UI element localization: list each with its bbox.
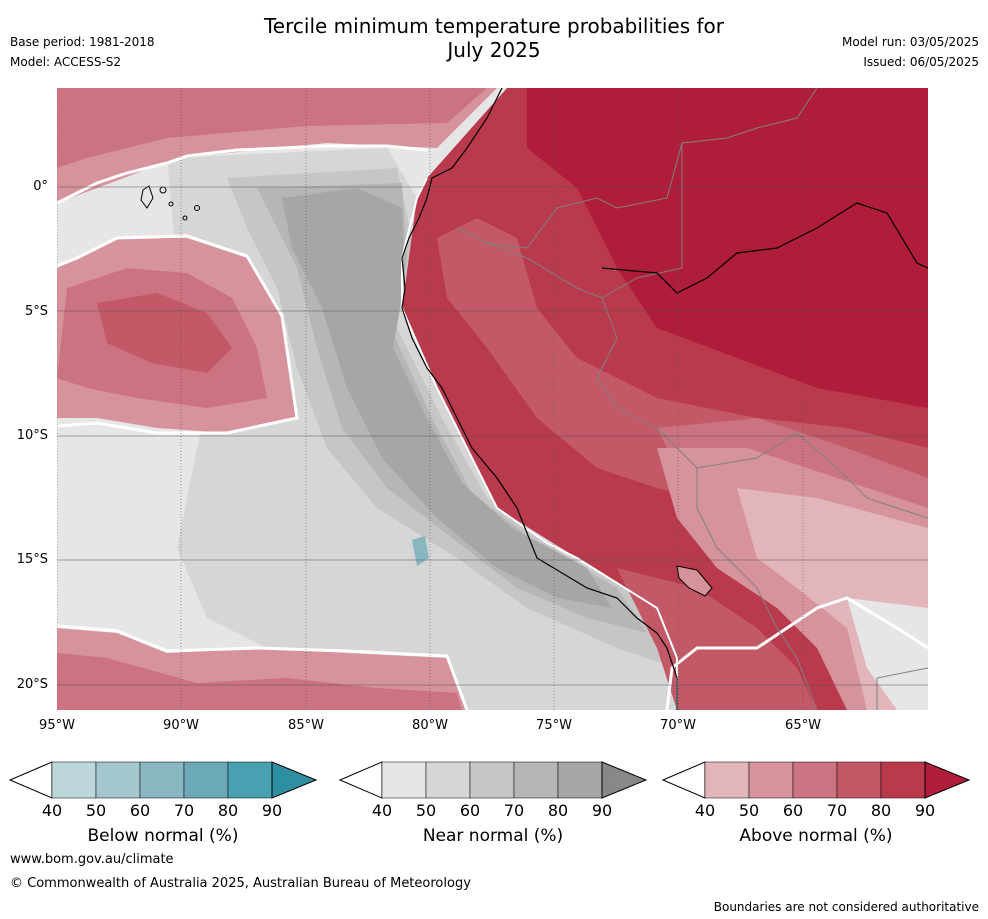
colorbar-below-lower-arrow	[8, 761, 53, 799]
above-normal-ocean-north-inner	[57, 88, 487, 168]
near-normal-land-patch	[847, 598, 928, 710]
above-normal-ocean-south-inner	[57, 653, 462, 710]
colorbar-below-bin	[227, 761, 273, 799]
footer-copyright: © Commonwealth of Australia 2025, Austra…	[10, 876, 471, 891]
tick-above-40: 40	[694, 801, 716, 820]
above-normal-land-90	[527, 88, 928, 408]
lat-label-5s: 5°S	[24, 304, 48, 319]
tick-above-60: 60	[782, 801, 804, 820]
colorbar-below-upper-arrow	[271, 761, 318, 799]
legend-near-label: Near normal (%)	[422, 826, 564, 846]
footer-note: Boundaries are not considered authoritat…	[713, 900, 979, 914]
country-borders	[456, 88, 928, 710]
lat-label-15s: 15°S	[16, 552, 48, 567]
base-period: Base period: 1981-2018	[10, 35, 155, 49]
colorbar-below-bin	[139, 761, 185, 799]
tick-below-40: 40	[41, 801, 63, 820]
meta-left: Base period: 1981-2018 Model: ACCESS-S2	[10, 32, 155, 72]
near-normal-90	[282, 188, 612, 608]
colorbar-below	[8, 761, 318, 799]
tick-near-50: 50	[415, 801, 437, 820]
amazon-river	[601, 202, 928, 294]
lat-label-20s: 20°S	[16, 677, 48, 692]
tick-near-70: 70	[503, 801, 525, 820]
tick-near-60: 60	[459, 801, 481, 820]
colorbar-near	[338, 761, 648, 799]
tick-below-70: 70	[173, 801, 195, 820]
footer-url[interactable]: www.bom.gov.au/climate	[10, 852, 174, 867]
lon-label-80w: 80°W	[412, 718, 448, 733]
colorbar-near-upper-arrow	[601, 761, 648, 799]
tick-below-90: 90	[261, 801, 283, 820]
lon-label-95w: 95°W	[39, 718, 75, 733]
above-normal-coast-south	[617, 568, 817, 710]
tick-below-80: 80	[217, 801, 239, 820]
model-name: Model: ACCESS-S2	[10, 55, 122, 69]
meta-right: Model run: 03/05/2025 Issued: 06/05/2025	[842, 32, 979, 72]
galapagos-islands	[140, 185, 200, 221]
map-title-line1: Tercile minimum temperature probabilitie…	[263, 14, 725, 38]
map-gridlines	[57, 88, 928, 710]
contour-line-north	[57, 144, 428, 205]
coastline	[401, 88, 678, 710]
legend-below-label: Below normal (%)	[87, 826, 239, 846]
contour-line-south	[57, 624, 469, 710]
colorbar-below-bin	[183, 761, 229, 799]
colorbar-above-bin	[792, 761, 838, 799]
map-title-line2: July 2025	[447, 38, 541, 62]
model-run: Model run: 03/05/2025	[841, 35, 979, 49]
lon-label-70w: 70°W	[660, 718, 696, 733]
above-normal-ocean-west-core	[97, 293, 232, 373]
lon-label-75w: 75°W	[536, 718, 572, 733]
issued-date: Issued: 06/05/2025	[863, 55, 979, 69]
colorbar-near-bin	[513, 761, 559, 799]
colorbar-above-bin	[704, 761, 750, 799]
tick-above-90: 90	[914, 801, 936, 820]
colorbar-above-bin	[836, 761, 882, 799]
contour-line-coast	[401, 177, 678, 710]
tick-above-80: 80	[870, 801, 892, 820]
tick-near-80: 80	[547, 801, 569, 820]
lon-label-90w: 90°W	[163, 718, 199, 733]
colorbar-above-bin	[880, 761, 926, 799]
lake-titicaca	[676, 565, 713, 597]
colorbar-near-bin	[557, 761, 603, 799]
colorbar-near-bin	[469, 761, 515, 799]
colorbar-above	[661, 761, 971, 799]
tick-above-70: 70	[826, 801, 848, 820]
tick-below-50: 50	[85, 801, 107, 820]
colorbar-near-bin	[381, 761, 427, 799]
colorbar-above-lower-arrow	[661, 761, 706, 799]
lat-label-0: 0°	[33, 179, 48, 194]
colorbar-above-bin	[748, 761, 794, 799]
tick-near-40: 40	[371, 801, 393, 820]
probability-map	[57, 88, 928, 710]
colorbar-below-bin	[95, 761, 141, 799]
lon-label-65w: 65°W	[785, 718, 821, 733]
lon-label-85w: 85°W	[288, 718, 324, 733]
lat-label-10s: 10°S	[16, 428, 48, 443]
map-title: Tercile minimum temperature probabilitie…	[194, 14, 794, 62]
colorbar-near-lower-arrow	[338, 761, 383, 799]
below-normal-patch	[412, 536, 429, 566]
tick-above-50: 50	[738, 801, 760, 820]
colorbar-below-bin	[51, 761, 97, 799]
contour-line-west	[57, 234, 299, 435]
tick-below-60: 60	[129, 801, 151, 820]
legend-above-label: Above normal (%)	[739, 826, 893, 846]
tick-near-90: 90	[591, 801, 613, 820]
colorbar-above-upper-arrow	[924, 761, 971, 799]
colorbar-near-bin	[425, 761, 471, 799]
